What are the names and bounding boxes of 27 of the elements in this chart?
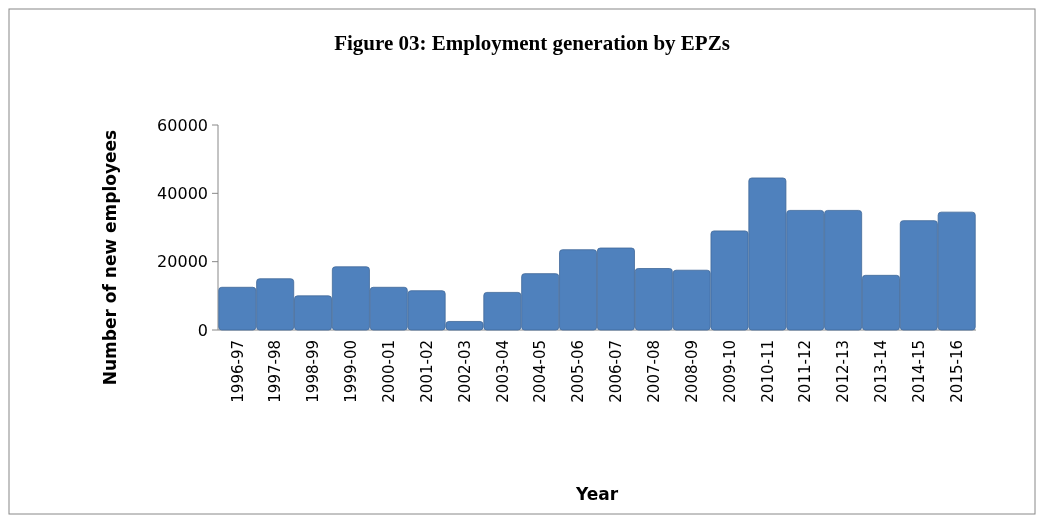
x-tick-label: 1999-00 <box>342 340 361 403</box>
x-tick-label: 2003-04 <box>493 340 512 403</box>
x-tick-label: 2008-09 <box>682 340 701 403</box>
x-tick-label: 2012-13 <box>834 340 853 403</box>
x-tick-label: 2011-12 <box>796 340 815 403</box>
y-tick-label: 40000 <box>157 183 208 203</box>
x-tick-label: 2005-06 <box>569 340 588 403</box>
x-tick-label: 1998-99 <box>304 340 323 403</box>
x-tick-label: 2000-01 <box>380 340 399 403</box>
chart-title: Figure 03: Employment generation by EPZs <box>334 31 730 55</box>
x-tick-label: 2014-15 <box>910 340 929 403</box>
x-tick-label: 2001-02 <box>417 340 436 403</box>
x-tick-label: 2004-05 <box>531 340 550 403</box>
x-tick-label: 2006-07 <box>607 340 626 403</box>
x-tick-label: 2015-16 <box>947 340 966 403</box>
x-axis-title: Year <box>574 484 619 504</box>
x-tick-label: 2007-08 <box>645 340 664 403</box>
x-tick-label: 2002-03 <box>455 340 474 403</box>
x-tick-label: 2013-14 <box>872 340 891 403</box>
x-tick-label: 1997-98 <box>266 340 285 403</box>
x-tick-label: 2010-11 <box>758 340 777 403</box>
x-tick-label: 1996-97 <box>228 340 247 403</box>
y-tick-label: 0 <box>197 320 208 340</box>
y-axis-title: Number of new employees <box>100 129 120 386</box>
x-tick-label: 2009-10 <box>720 340 739 403</box>
y-tick-label: 60000 <box>157 115 208 135</box>
y-tick-label: 20000 <box>157 252 208 272</box>
